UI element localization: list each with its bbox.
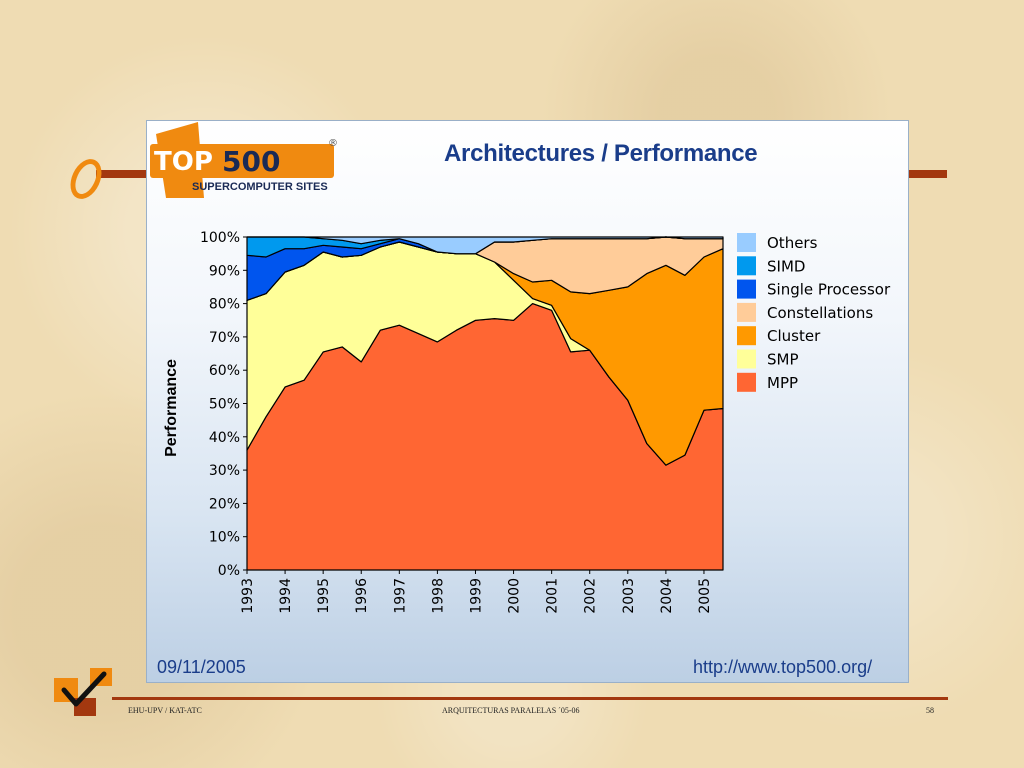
x-tick-label: 2000 bbox=[507, 578, 523, 614]
legend-swatch bbox=[737, 302, 756, 322]
checkmark-icon bbox=[54, 668, 112, 716]
x-tick-label: 1995 bbox=[316, 578, 332, 614]
legend-item-cluster: Cluster bbox=[737, 326, 821, 346]
y-tick-label: 0% bbox=[218, 563, 240, 579]
x-tick-label: 1997 bbox=[392, 578, 408, 614]
chart-title: Architectures / Performance bbox=[444, 140, 758, 167]
x-tick-label: 1999 bbox=[468, 578, 484, 614]
logo-brand-number: 500 bbox=[222, 145, 280, 178]
logo-registered: ® bbox=[328, 138, 338, 149]
footer-center-text: ARQUITECTURAS PARALELAS ´05-06 bbox=[442, 706, 580, 715]
legend-item-smp: SMP bbox=[737, 349, 799, 369]
legend-label: Single Processor bbox=[767, 281, 891, 299]
x-tick-label: 2005 bbox=[697, 578, 713, 614]
legend-swatch bbox=[737, 256, 756, 276]
x-tick-label: 1994 bbox=[278, 578, 294, 614]
legend-swatch bbox=[737, 279, 756, 299]
y-tick-label: 30% bbox=[209, 463, 240, 479]
chart-source-url[interactable]: http://www.top500.org/ bbox=[693, 657, 873, 677]
legend-item-others: Others bbox=[737, 233, 818, 252]
top500-logo: TOP 500 ® SUPERCOMPUTER SITES bbox=[150, 122, 338, 198]
legend-label: Cluster bbox=[767, 327, 821, 345]
y-tick-label: 10% bbox=[209, 530, 240, 546]
legend-item-mpp: MPP bbox=[737, 372, 798, 392]
y-tick-label: 100% bbox=[200, 230, 240, 246]
y-tick-label: 40% bbox=[209, 430, 240, 446]
y-axis-label: Performance bbox=[163, 359, 180, 457]
plot-area bbox=[246, 236, 724, 571]
page-number: 58 bbox=[926, 706, 934, 715]
x-tick-label: 2001 bbox=[545, 578, 561, 614]
y-tick-label: 70% bbox=[209, 330, 240, 346]
top-right-deco-bar bbox=[909, 170, 947, 178]
legend-swatch bbox=[737, 233, 756, 252]
legend-label: SMP bbox=[767, 351, 799, 369]
legend-swatch bbox=[737, 326, 756, 346]
y-tick-label: 20% bbox=[209, 496, 240, 512]
logo-brand-top: TOP bbox=[154, 147, 213, 177]
legend-swatch bbox=[737, 349, 756, 369]
x-tick-label: 1998 bbox=[430, 578, 446, 614]
x-tick-label: 1993 bbox=[240, 578, 256, 614]
y-tick-label: 80% bbox=[209, 297, 240, 313]
legend-swatch bbox=[737, 372, 756, 392]
axes: 0% 10% 20% 30% 40% 50% 60% 70% 80% 90% 100% 1993 199… bbox=[200, 230, 724, 614]
legend-label: MPP bbox=[767, 374, 798, 392]
logo-tagline: SUPERCOMPUTER SITES bbox=[192, 181, 328, 193]
x-tick-label: 2004 bbox=[659, 578, 675, 614]
x-tick-label: 2003 bbox=[621, 578, 637, 614]
y-tick-label: 60% bbox=[209, 363, 240, 379]
chart-date: 09/11/2005 bbox=[157, 657, 246, 677]
x-tick-label: 1996 bbox=[354, 578, 370, 614]
legend-label: SIMD bbox=[767, 257, 805, 275]
legend-item-simd: SIMD bbox=[737, 256, 805, 276]
footer-rule bbox=[112, 697, 948, 700]
footer-left-text: EHU-UPV / KAT-ATC bbox=[128, 706, 202, 715]
legend-item-constellations: Constellations bbox=[737, 302, 873, 322]
x-tick-label: 2002 bbox=[583, 578, 599, 614]
legend-label: Constellations bbox=[767, 304, 873, 322]
y-tick-label: 50% bbox=[209, 397, 240, 413]
legend: Others SIMD Single Processor Constellations… bbox=[737, 233, 891, 392]
top-left-deco-bar bbox=[96, 170, 146, 178]
legend-item-single-processor: Single Processor bbox=[737, 279, 891, 299]
y-tick-label: 90% bbox=[209, 263, 240, 279]
legend-label: Others bbox=[767, 234, 818, 252]
